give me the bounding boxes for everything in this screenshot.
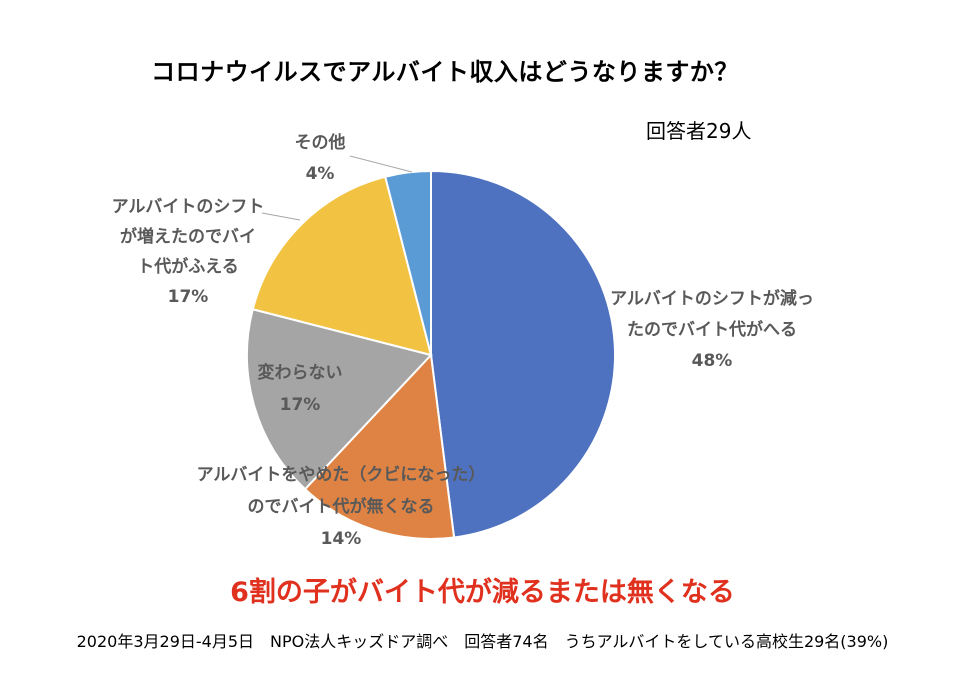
slice-label-other: その他 4%: [295, 132, 346, 184]
pie-slice-shift-decreased: [430, 169, 616, 539]
source-note: 2020年3月29日-4月5日 NPO法人キッズドア調べ 回答者74名 うちアル…: [76, 632, 889, 651]
slice-label-quit-job: アルバイトをやめた（クビになった）のでバイト代が無くなる 14%: [197, 464, 486, 549]
pie-slice-shift-increased: [251, 175, 433, 357]
respondent-count: 回答者29人: [646, 119, 752, 143]
chart-title: コロナウイルスでアルバイト収入はどうなりますか？: [151, 58, 739, 86]
slice-label-shift-decreased: アルバイトのシフトが減ったのでバイト代がへる 48%: [610, 288, 814, 371]
pie-slice-quit-job: [303, 352, 456, 540]
slice-label-no-change: 変わらない 17%: [258, 362, 343, 415]
slice-label-shift-increased: アルバイトのシフトが増えたのでバイト代がふえる 17%: [112, 197, 265, 307]
leader-line-other: [349, 155, 413, 173]
leader-line-shift-increased: [261, 212, 301, 221]
conclusion-text: 6割の子がバイト代が減るまたは無くなる: [230, 577, 735, 608]
pie-slice-other: [384, 169, 432, 356]
pie-slice-no-change: [246, 308, 433, 491]
